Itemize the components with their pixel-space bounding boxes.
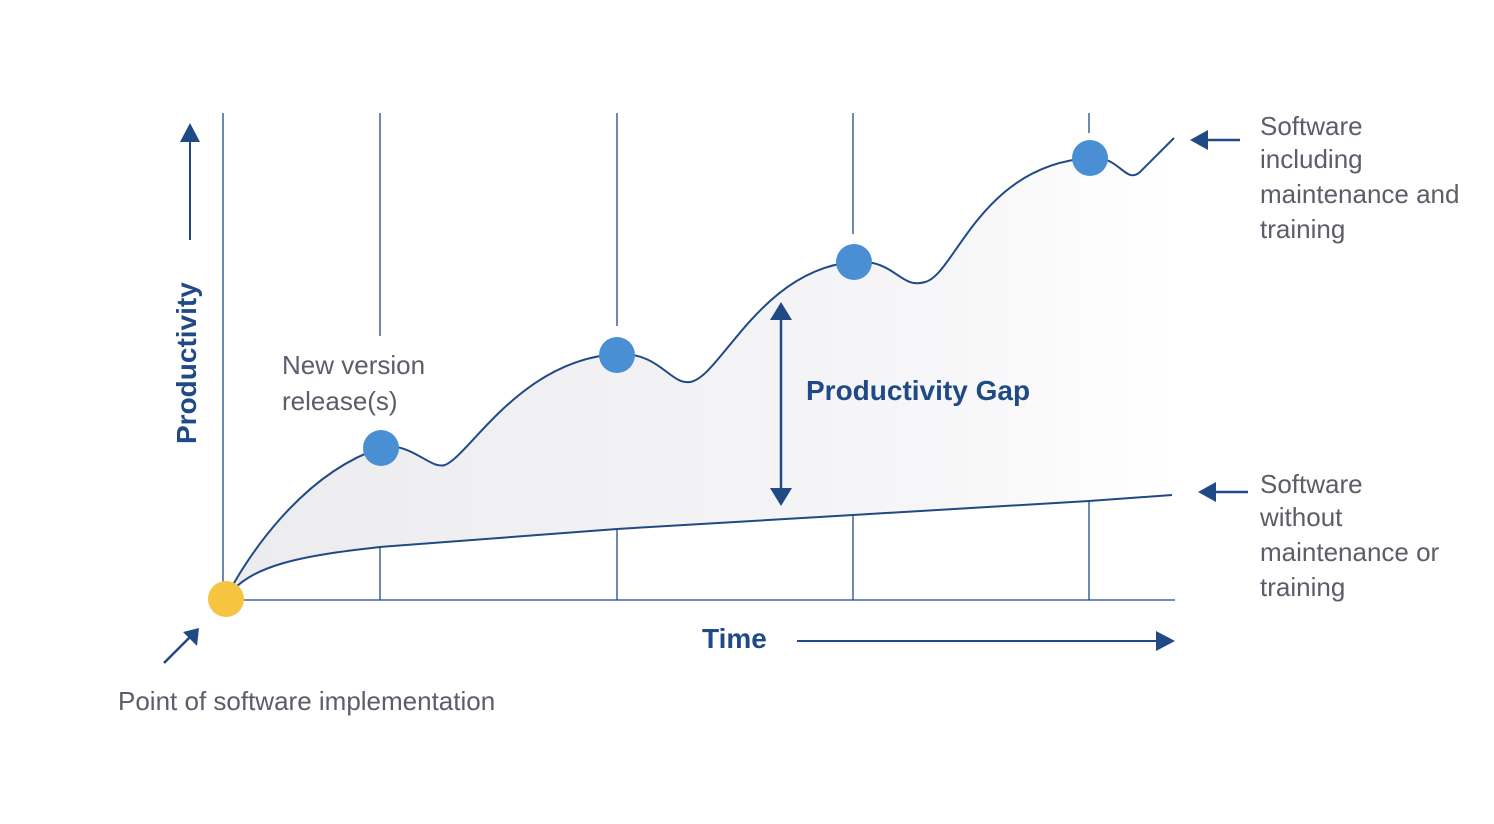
lower-curve-label-line: without bbox=[1259, 502, 1343, 532]
release-marker bbox=[363, 430, 399, 466]
release-marker bbox=[1072, 140, 1108, 176]
release-markers bbox=[363, 140, 1108, 466]
lower-curve-pointer bbox=[1198, 482, 1248, 502]
x-axis-arrow bbox=[797, 631, 1175, 651]
release-label-line: New version bbox=[282, 350, 425, 380]
y-axis-arrow bbox=[180, 123, 200, 240]
origin-pointer bbox=[163, 628, 199, 664]
productivity-gap-area bbox=[226, 140, 1172, 598]
lower-curve-label-line: training bbox=[1260, 572, 1345, 602]
productivity-gap-label: Productivity Gap bbox=[806, 375, 1030, 406]
release-label-line: release(s) bbox=[282, 386, 398, 416]
release-marker bbox=[599, 337, 635, 373]
upper-curve-label-line: including bbox=[1260, 144, 1363, 174]
lower-productivity-curve bbox=[225, 494, 1173, 599]
origin-label: Point of software implementation bbox=[118, 686, 495, 716]
lower-curve-label-line: maintenance or bbox=[1260, 537, 1440, 567]
release-marker bbox=[836, 244, 872, 280]
lower-curve-label-line: Software bbox=[1260, 469, 1363, 499]
upper-curve-label-line: training bbox=[1260, 214, 1345, 244]
upper-curve-pointer bbox=[1190, 130, 1240, 150]
upper-curve-label-line: Software bbox=[1260, 111, 1363, 141]
upper-curve-label-line: maintenance and bbox=[1260, 179, 1459, 209]
y-axis-label: Productivity bbox=[171, 282, 202, 444]
release-label: New version release(s) bbox=[282, 350, 432, 416]
release-lines-lower bbox=[379, 501, 1090, 600]
productivity-gap-arrow bbox=[770, 302, 792, 506]
upper-curve-label: Software including maintenance and train… bbox=[1260, 111, 1467, 244]
release-lines-upper bbox=[222, 113, 1090, 598]
lower-curve-label: Software without maintenance or training bbox=[1259, 469, 1446, 602]
x-axis-label: Time bbox=[702, 623, 767, 654]
origin-marker bbox=[208, 581, 244, 617]
